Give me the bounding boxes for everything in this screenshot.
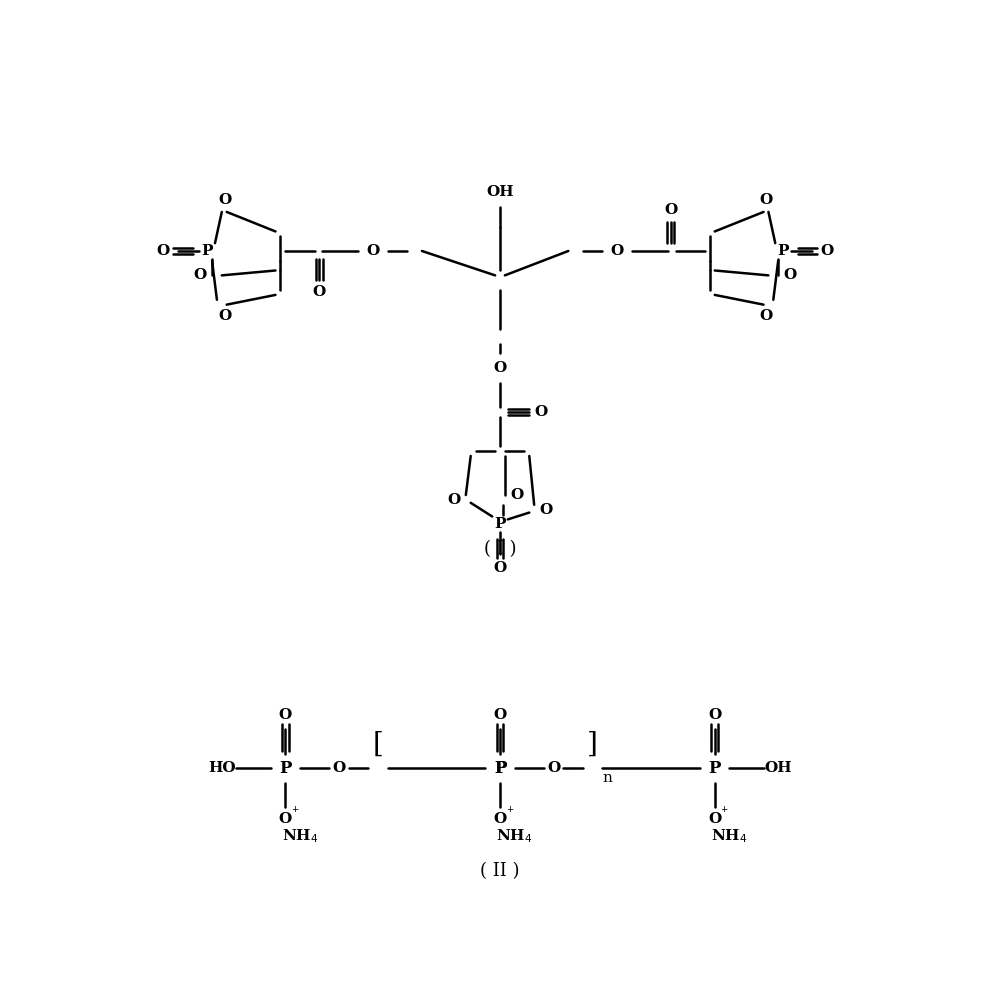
- Text: O: O: [194, 268, 207, 282]
- Text: $^+$: $^+$: [505, 806, 515, 819]
- Text: O: O: [493, 561, 507, 575]
- Text: P: P: [494, 759, 506, 777]
- Text: n: n: [602, 771, 612, 785]
- Text: O: O: [539, 503, 553, 517]
- Text: O: O: [664, 203, 677, 217]
- Text: P: P: [494, 759, 506, 777]
- Text: ]: ]: [587, 731, 598, 757]
- Text: HO: HO: [208, 761, 236, 775]
- Text: O: O: [447, 493, 461, 507]
- Text: O: O: [493, 361, 507, 375]
- Text: O: O: [820, 244, 834, 258]
- Text: O: O: [313, 285, 326, 299]
- Text: O: O: [218, 193, 231, 207]
- Text: O: O: [759, 309, 772, 324]
- Text: O: O: [759, 193, 772, 207]
- Text: P: P: [777, 244, 789, 258]
- Text: P: P: [494, 518, 506, 532]
- Text: P: P: [279, 759, 291, 777]
- Text: NH$_4$: NH$_4$: [496, 828, 533, 845]
- Text: O: O: [534, 405, 548, 419]
- Text: O: O: [493, 708, 507, 722]
- Text: O: O: [708, 708, 721, 722]
- Text: P: P: [709, 759, 721, 777]
- Text: ( I ): ( I ): [484, 540, 516, 557]
- Text: O: O: [218, 309, 231, 324]
- Text: OH: OH: [486, 185, 514, 199]
- Text: O: O: [547, 761, 560, 775]
- Text: OH: OH: [764, 761, 792, 775]
- Text: O: O: [279, 708, 292, 722]
- Text: NH$_4$: NH$_4$: [711, 828, 748, 845]
- Text: O: O: [783, 268, 797, 282]
- Text: O: O: [510, 488, 523, 502]
- Text: $^+$: $^+$: [719, 806, 730, 819]
- Text: O: O: [708, 812, 721, 826]
- Text: $^+$: $^+$: [290, 806, 300, 819]
- Text: NH$_4$: NH$_4$: [282, 828, 318, 845]
- Text: P: P: [201, 244, 213, 258]
- Text: ( II ): ( II ): [480, 862, 520, 880]
- Text: O: O: [611, 244, 624, 258]
- Text: [: [: [373, 731, 383, 757]
- Text: O: O: [366, 244, 380, 258]
- Text: O: O: [157, 244, 170, 258]
- Text: O: O: [332, 761, 346, 775]
- Text: O: O: [279, 812, 292, 826]
- Text: O: O: [493, 812, 507, 826]
